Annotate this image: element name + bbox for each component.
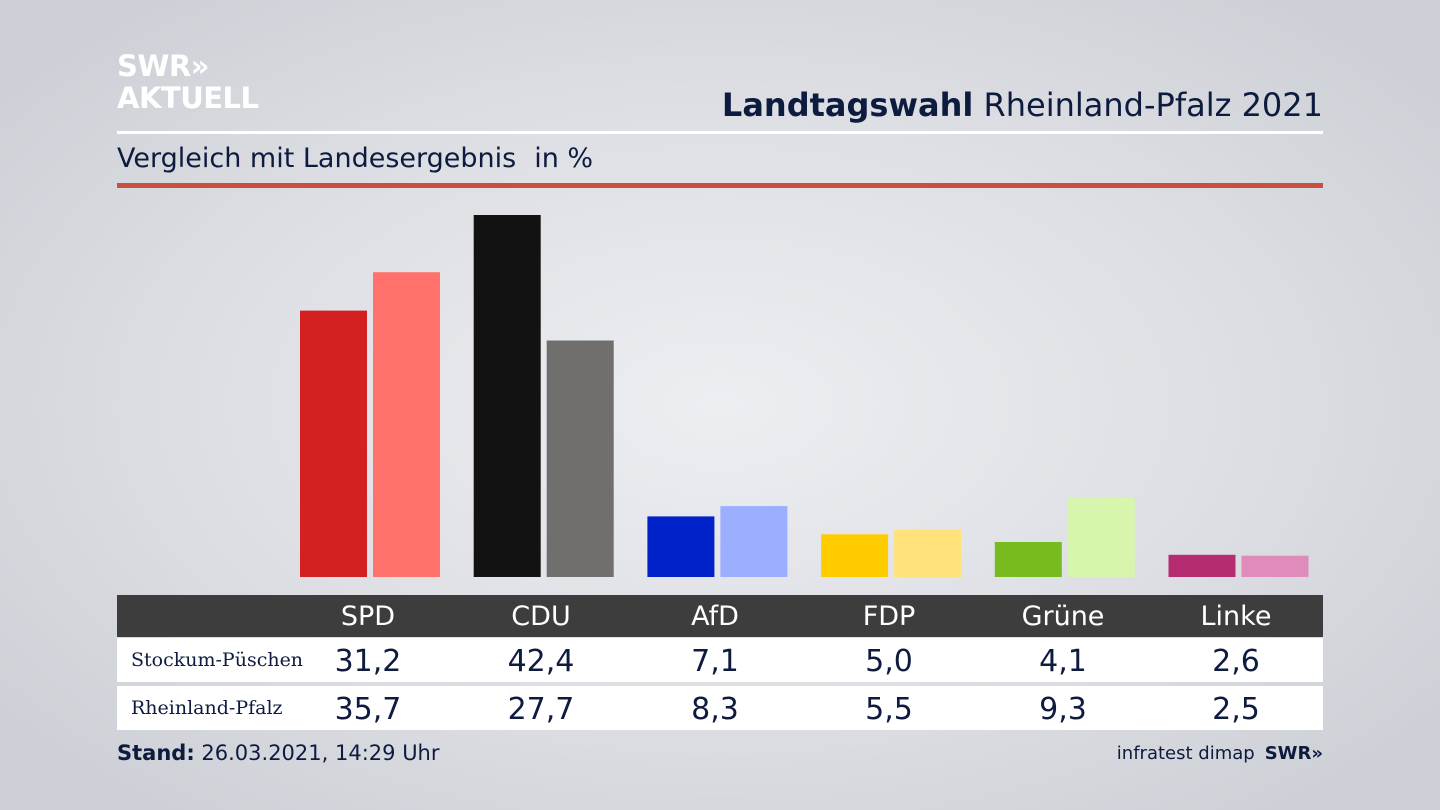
timestamp: Stand: 26.03.2021, 14:29 Uhr — [117, 741, 440, 765]
bar-fdp-series-2 — [894, 530, 962, 577]
title-rest: Rheinland-Pfalz 2021 — [983, 86, 1323, 124]
value-cell: 27,7 — [507, 692, 575, 727]
row-label-rlp: Rheinland-Pfalz — [131, 697, 283, 719]
logo-line-1: SWR» — [117, 49, 209, 83]
bar-linke-series-2 — [1241, 555, 1309, 577]
title-bold: Landtagswahl — [721, 86, 974, 124]
value-cell: 31,2 — [334, 644, 402, 679]
value-cell: 5,5 — [865, 692, 913, 727]
swr-aktuell-logo: SWR» AKTUELL — [117, 52, 259, 113]
header-fdp: FDP — [862, 601, 916, 632]
chart-subtitle: Vergleich mit Landesergebnis in % — [117, 143, 593, 174]
value-cell: 2,5 — [1212, 692, 1260, 727]
stand-label: Stand: — [117, 741, 195, 765]
source-credit: infratest dimap SWR» — [1117, 743, 1323, 764]
swr-logo: SWR» — [1264, 743, 1323, 764]
value-cell: 35,7 — [334, 692, 402, 727]
value-cell: 7,1 — [691, 644, 739, 679]
subtitle-text: Vergleich mit Landesergebnis — [117, 143, 517, 174]
bar-gruene-series-1 — [994, 542, 1062, 577]
header-gruene: Grüne — [1021, 601, 1105, 632]
table-row: Stockum-Püschen 31,2 42,4 7,1 5,0 4,1 2,… — [117, 638, 1323, 682]
header-linke: Linke — [1200, 601, 1272, 632]
value-cell: 5,0 — [865, 644, 913, 679]
stand-value: 26.03.2021, 14:29 Uhr — [201, 741, 440, 765]
logo-line-2: AKTUELL — [117, 81, 259, 115]
bar-fdp-series-1 — [821, 534, 889, 577]
value-cell: 9,3 — [1039, 692, 1087, 727]
title-divider — [117, 131, 1323, 134]
table-row: Rheinland-Pfalz 35,7 27,7 8,3 5,5 9,3 2,… — [117, 686, 1323, 730]
page-title: Landtagswahl Rheinland-Pfalz 2021 — [722, 86, 1323, 124]
value-cell: 42,4 — [507, 644, 575, 679]
header-cdu: CDU — [511, 601, 571, 632]
bar-cdu-series-1 — [473, 215, 541, 577]
value-cell: 4,1 — [1039, 644, 1087, 679]
bar-spd-series-2 — [373, 272, 440, 577]
bar-afd-series-1 — [647, 516, 715, 577]
bar-spd-series-1 — [300, 310, 367, 577]
value-cell: 8,3 — [691, 692, 739, 727]
bar-linke-series-1 — [1168, 554, 1236, 577]
subtitle-unit: in % — [534, 143, 594, 174]
row-label-stockum: Stockum-Püschen — [131, 649, 304, 671]
bar-gruene-series-2 — [1067, 497, 1135, 577]
source-text: infratest dimap — [1116, 743, 1255, 764]
bar-afd-series-2 — [720, 506, 788, 577]
table-header-row: SPD CDU AfD FDP Grüne Linke — [117, 595, 1323, 637]
header-spd: SPD — [340, 601, 396, 632]
bar-cdu-series-2 — [546, 340, 614, 577]
value-cell: 2,6 — [1212, 644, 1260, 679]
header-afd: AfD — [691, 601, 739, 632]
accent-divider — [117, 183, 1323, 188]
